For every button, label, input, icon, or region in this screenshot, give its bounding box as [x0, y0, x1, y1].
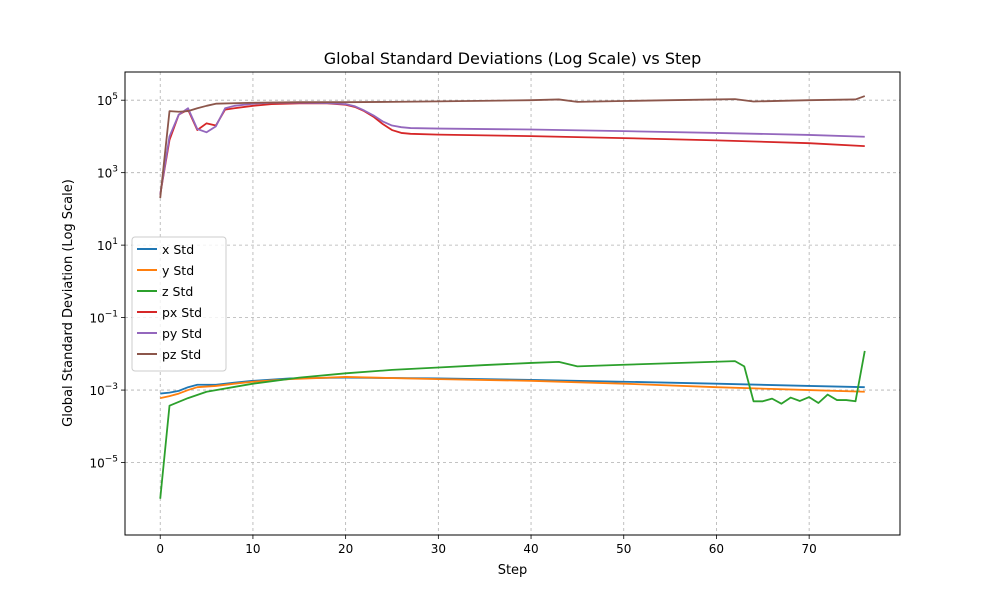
- legend-label: pz Std: [162, 347, 201, 362]
- series-line-py-std: [159, 101, 865, 195]
- legend-label: px Std: [162, 305, 202, 320]
- y-tick-label: 101: [97, 237, 118, 253]
- grid-lines: [125, 72, 900, 535]
- y-tick-label: 10−3: [89, 382, 118, 398]
- x-tick-label: 30: [431, 542, 446, 556]
- x-tick-label: 0: [156, 542, 164, 556]
- x-tick-label: 20: [338, 542, 353, 556]
- legend-label: z Std: [162, 284, 193, 299]
- y-tick-label: 10−1: [89, 310, 118, 326]
- x-tick-label: 50: [616, 542, 631, 556]
- series-line-pz-std: [159, 95, 866, 199]
- y-tick-label: 105: [97, 92, 118, 108]
- x-tick-label: 10: [245, 542, 260, 556]
- series-line-y-std: [160, 376, 865, 399]
- chart-title: Global Standard Deviations (Log Scale) v…: [324, 49, 702, 68]
- x-tick-label: 70: [802, 542, 817, 556]
- legend-label: y Std: [162, 263, 194, 278]
- series-line-px-std: [159, 102, 865, 195]
- legend-label: py Std: [162, 326, 202, 341]
- series-lines: [159, 95, 866, 499]
- y-tick-label: 103: [97, 165, 118, 181]
- y-axis-label: Global Standard Deviation (Log Scale): [61, 179, 76, 427]
- legend-label: x Std: [162, 242, 194, 257]
- legend: x Std y Std z Std px Std py Std pz Std: [131, 236, 227, 372]
- axis-ticks: 0 10 20 30 40 50 60 70 10−5 10−3 10−1 101 103 105: [89, 92, 816, 556]
- series-line-z-std: [159, 350, 866, 499]
- y-tick-label: 10−5: [89, 455, 118, 471]
- x-tick-label: 60: [709, 542, 724, 556]
- x-tick-label: 40: [523, 542, 538, 556]
- x-axis-label: Step: [498, 563, 528, 578]
- plot-area-frame: [124, 71, 901, 536]
